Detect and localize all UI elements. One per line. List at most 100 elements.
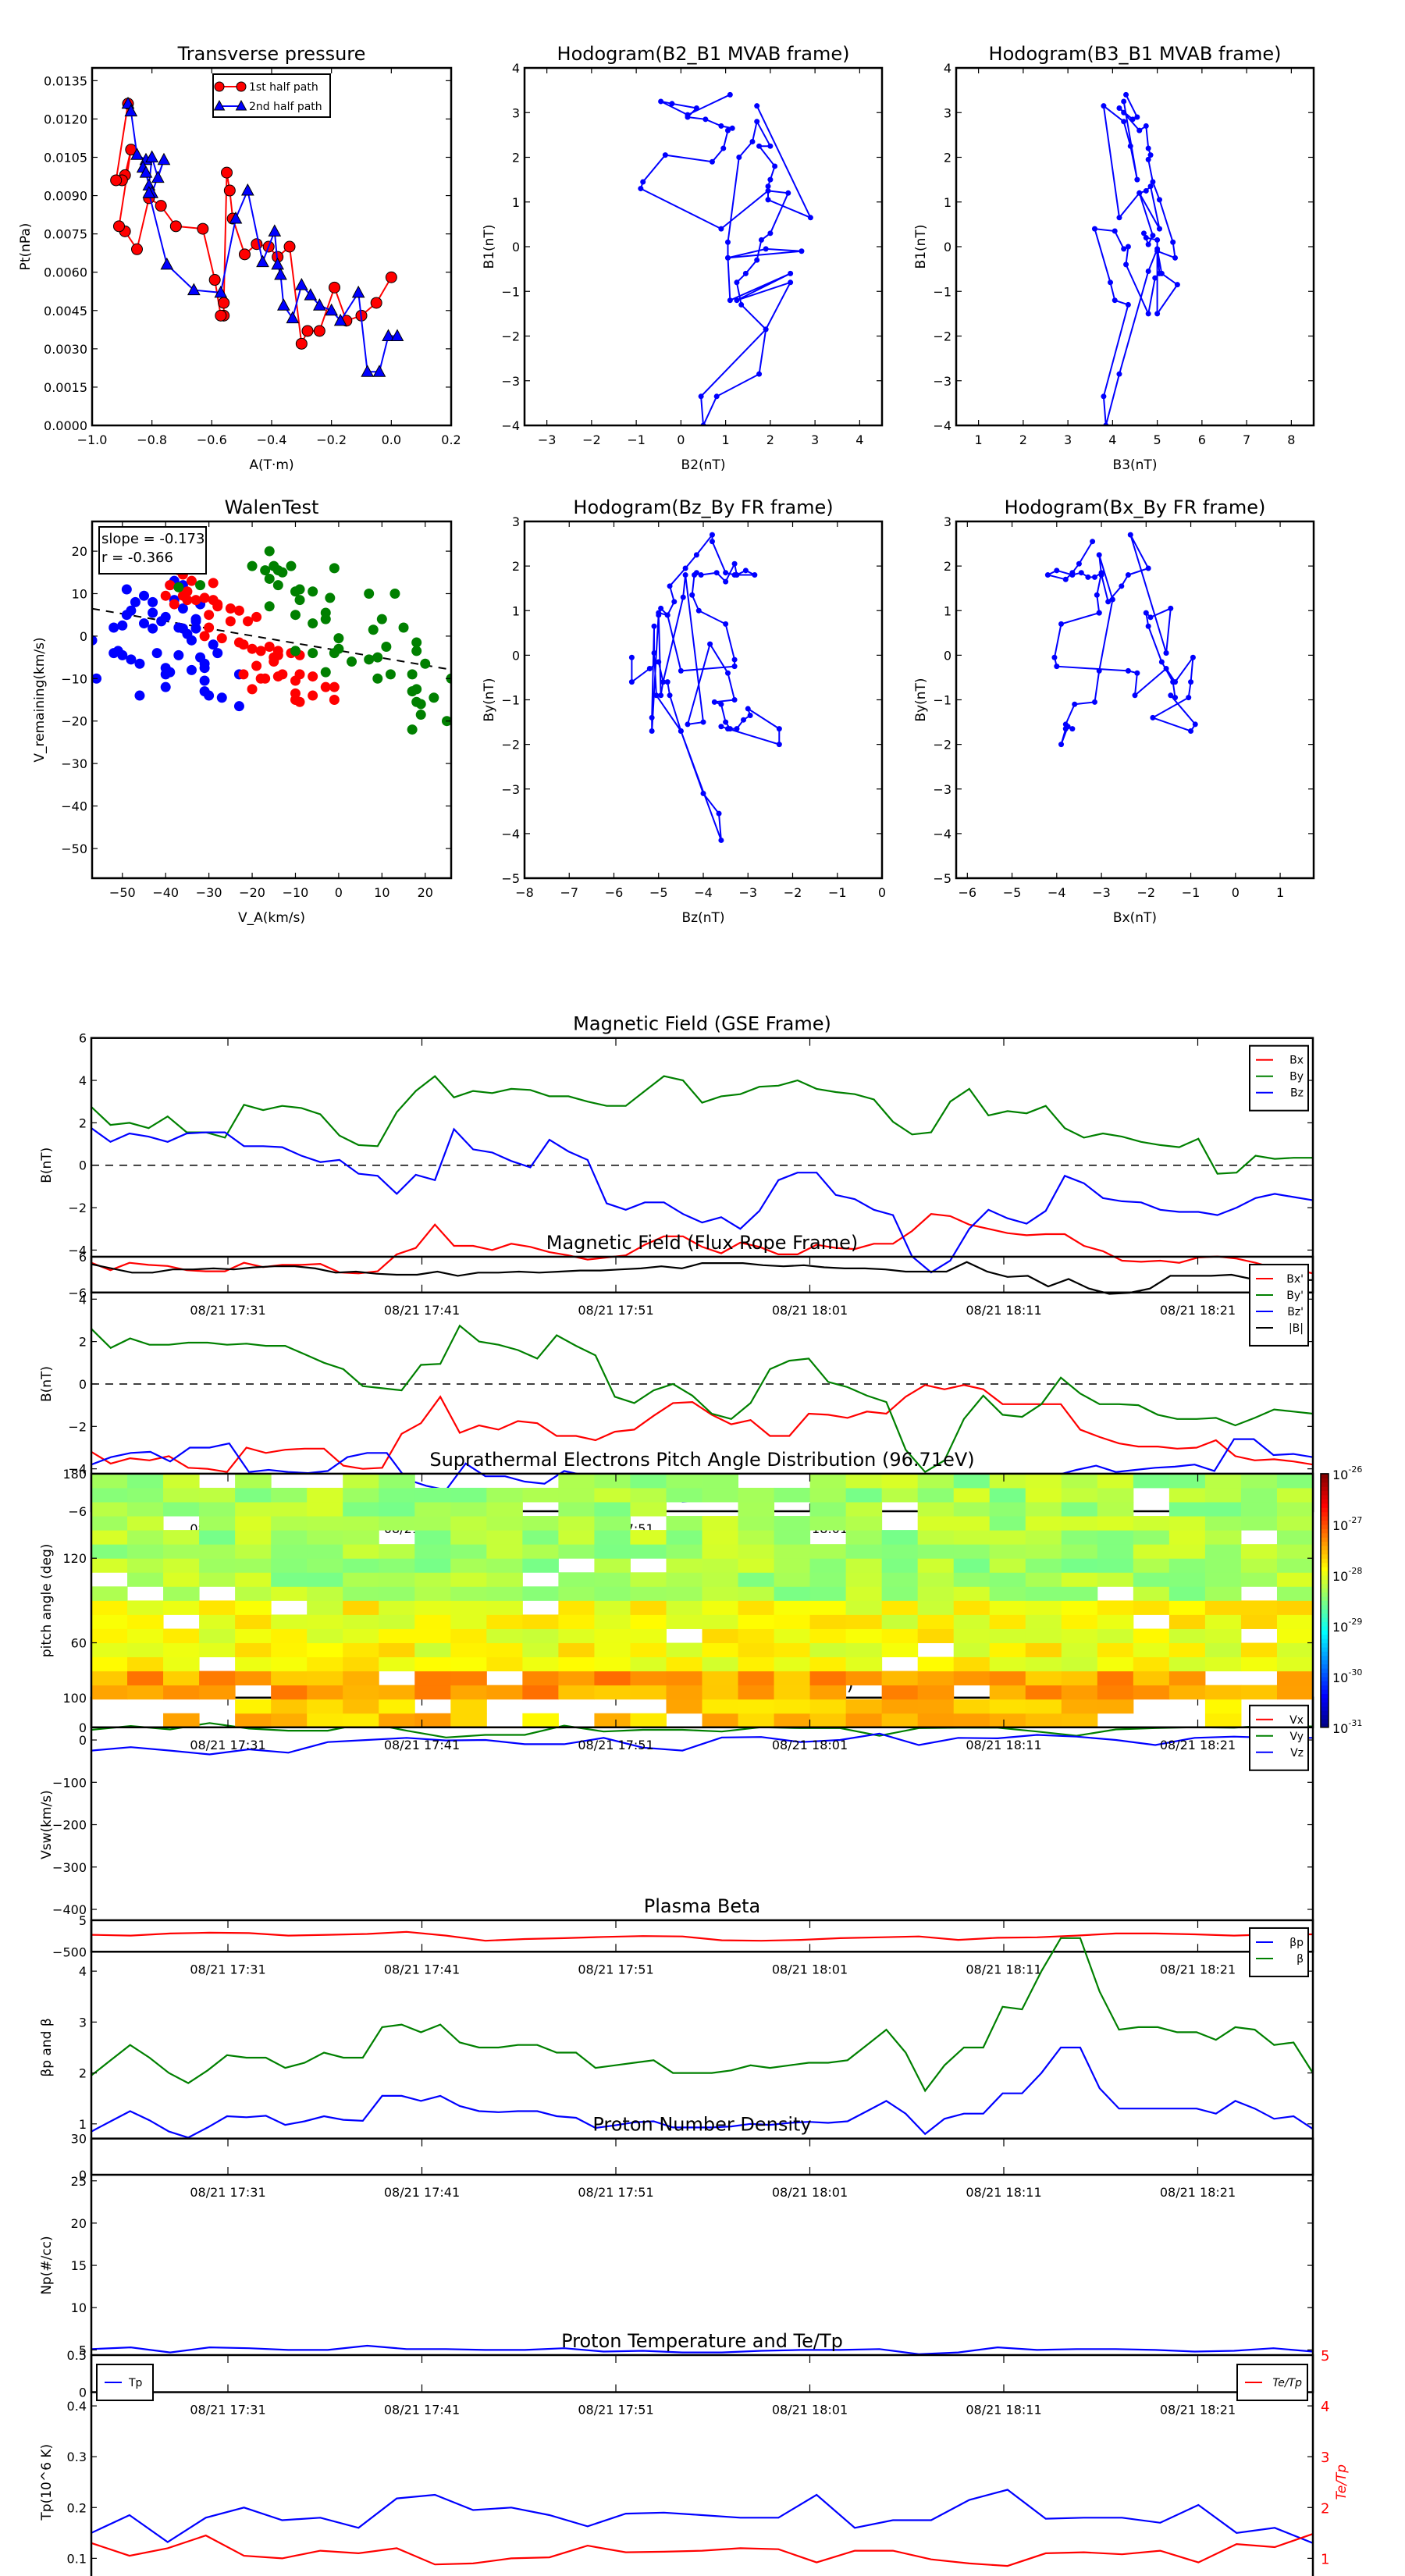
heatmap-cell [379,1473,415,1489]
heatmap-cell [199,1670,236,1686]
colorbar-segment [1321,1490,1329,1496]
heatmap-cell [809,1628,847,1643]
x-axis-label: B2(nT) [681,457,726,473]
colorbar-segment [1321,1579,1329,1585]
heatmap-cell [917,1614,955,1629]
data-point [729,125,735,131]
y-axis-label: B1(nT) [482,225,497,269]
heatmap-cell [881,1544,919,1559]
data-point [799,248,805,254]
y-tick-label: −400 [52,1902,87,1917]
heatmap-cell [1097,1628,1134,1643]
data-point [807,215,813,221]
data-point [229,211,243,224]
data-point-blue [117,620,128,631]
colorbar-segment [1321,1574,1329,1580]
y-tick-label: −3 [501,782,520,797]
data-point [1125,572,1131,578]
time-tick-label: 08/21 18:21 [1160,2403,1236,2418]
heatmap-cell [558,1572,595,1587]
data-point-blue [204,690,215,701]
colorbar-segment [1321,1537,1329,1542]
heatmap-cell [379,1516,415,1531]
heatmap-cell [1061,1558,1098,1573]
data-point [1145,623,1151,629]
data-point [124,104,138,117]
data-point [718,837,724,843]
y-tick-label: 0.0000 [44,418,87,433]
heatmap-cell [450,1586,487,1601]
heatmap-cell [774,1572,811,1587]
data-point-blue [134,690,145,701]
heatmap-cell [414,1614,451,1629]
data-point [1147,614,1154,621]
data-point [1143,123,1149,129]
heatmap-cell [522,1530,559,1545]
heatmap-cell [235,1544,272,1559]
data-point [313,325,325,337]
heatmap-cell [738,1558,775,1573]
heatmap-cell [989,1600,1026,1615]
heatmap-cell [881,1487,919,1503]
heatmap-cell [235,1558,272,1573]
heatmap-cell [809,1614,847,1629]
time-tick-label: 08/21 18:11 [966,1962,1041,1976]
heatmap-cell [379,1642,415,1658]
data-point [169,220,182,233]
data-point [767,143,774,149]
heatmap-cell [738,1628,775,1643]
colorbar-segment [1321,1723,1329,1728]
heatmap-cell [774,1516,811,1531]
data-point-green [264,601,275,612]
y-tick-label: 2 [79,1335,87,1350]
heatmap-cell [199,1614,236,1629]
data-point [1058,742,1065,748]
data-point-blue [126,654,137,665]
colorbar-segment [1321,1532,1329,1538]
colorbar-segment [1321,1630,1329,1635]
heatmap-cell [1240,1473,1278,1489]
colorbar-tick-label: 10-26 [1332,1464,1362,1482]
colorbar-segment [1321,1473,1329,1478]
heatmap-cell [1025,1544,1062,1559]
heatmap-cell [702,1656,739,1672]
heatmap-cell [702,1544,739,1559]
heatmap-cell [127,1487,164,1503]
x-tick-label: −5 [649,885,668,900]
heatmap-cell [1061,1656,1098,1672]
annotation-box [98,526,207,575]
heatmap-cell [953,1656,991,1672]
heatmap-cell [738,1699,775,1714]
heatmap-cell [630,1473,667,1489]
data-point [1096,552,1102,558]
data-point [1145,311,1151,317]
legend-box [1249,1044,1309,1112]
heatmap-cell [450,1558,487,1573]
heatmap-cell [91,1685,128,1700]
heatmap-cell [450,1487,487,1503]
heatmap-cell [558,1614,595,1629]
heatmap-cell [1276,1558,1314,1573]
data-point-green [333,633,344,644]
data-point [1174,282,1180,288]
data-point [738,301,745,308]
y-axis-label: βp and β [39,2018,55,2076]
data-point [723,578,729,585]
data-point-blue [121,584,132,595]
heatmap-cell [881,1614,919,1629]
chart-hodogram-bz-by: Hodogram(Bz_By FR frame) −8 −7 −6 −5 −4 −3 −2 −1… [482,496,886,926]
heatmap-cell [738,1600,775,1615]
y-tick-label: 15 [71,2258,87,2273]
heatmap-cell [271,1685,308,1700]
heatmap-cell [1204,1713,1242,1728]
heatmap-cell [1025,1642,1062,1658]
colorbar-tick-label: 10-27 [1332,1515,1362,1533]
data-point [142,186,156,198]
data-point-green [368,624,379,635]
plot-area [1091,91,1180,425]
heatmap-cell [199,1516,236,1531]
y-tick-label: −1 [933,284,951,299]
y-tick-label: −10 [61,671,87,686]
heatmap-cell [594,1600,631,1615]
